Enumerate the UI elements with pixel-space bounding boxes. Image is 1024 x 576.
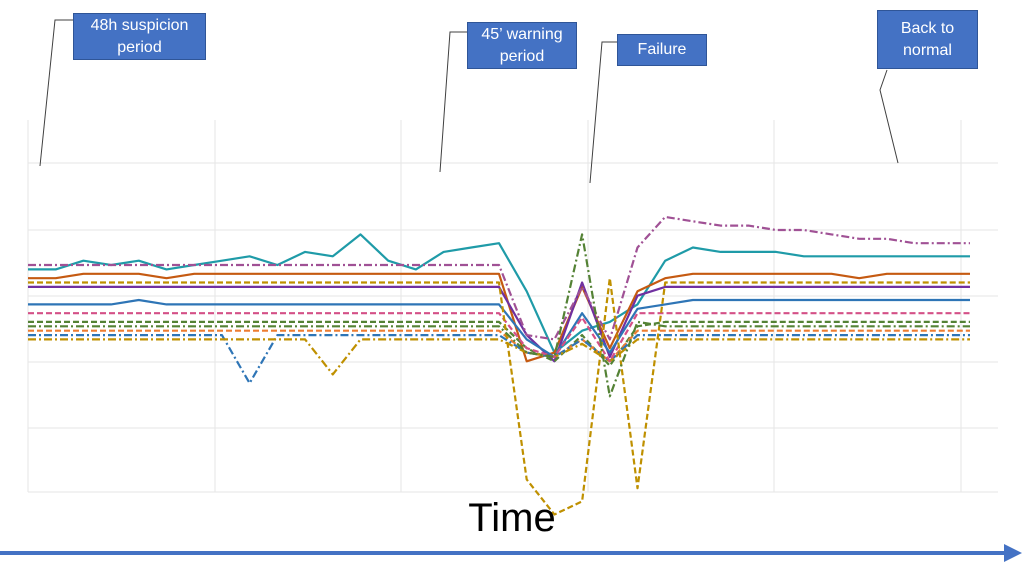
series-line-7 [28,334,970,385]
chart-grid [27,120,998,493]
callout-leader-3 [589,41,617,184]
series-line-5 [28,320,970,367]
callout-suspicion-period: 48h suspicion period [73,13,206,60]
series-line-4 [28,298,970,358]
series-line-11 [28,277,970,516]
callout-back-to-normal: Back to normal [877,10,978,69]
series-line-10 [28,312,970,363]
callout-leader-2 [439,31,467,173]
series-line-12 [28,233,970,398]
series-line-2 [28,272,970,363]
series-line-9 [28,215,970,341]
series-lines [28,215,970,516]
time-arrow-head [1004,544,1022,562]
callout-warning-period: 45’ warning period [467,22,577,69]
callout-leader-4 [879,69,899,164]
x-axis-label: Time [468,496,556,540]
callout-leader-1 [39,19,73,167]
series-line-1 [28,233,970,354]
callout-leader-lines [39,19,899,184]
time-arrow [0,544,1022,562]
series-line-8 [28,338,970,376]
series-line-3 [28,281,970,363]
callout-failure: Failure [617,34,707,66]
series-line-6 [28,329,970,363]
